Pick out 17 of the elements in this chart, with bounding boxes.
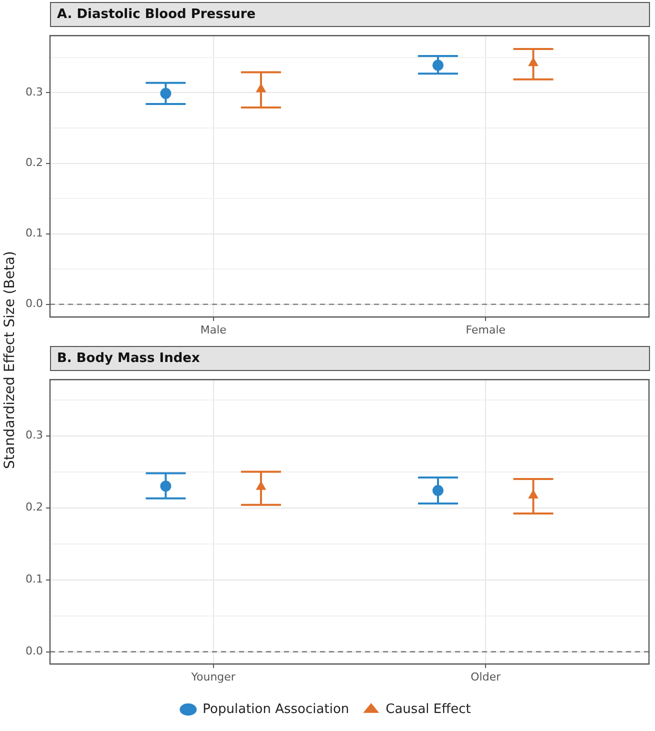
legend-label: Population Association xyxy=(202,702,350,717)
y-tick-label: 0.0 xyxy=(26,644,43,658)
chart-title: B. Body Mass Index xyxy=(50,346,650,371)
x-tick-label: Younger xyxy=(190,670,236,684)
y-tick-label: 0.0 xyxy=(26,297,43,310)
x-tick-label: Female xyxy=(466,323,506,336)
y-tick-label: 0.1 xyxy=(26,226,43,240)
x-tick-label: Older xyxy=(470,670,502,684)
y-tick-label: 0.1 xyxy=(26,572,43,586)
x-tick-label: Male xyxy=(200,323,227,336)
y-tick-label: 0.3 xyxy=(26,86,43,99)
chart-title: A. Diastolic Blood Pressure xyxy=(50,2,650,27)
legend-label: Causal Effect xyxy=(386,702,471,717)
y-tick-label: 0.2 xyxy=(26,156,43,170)
y-axis-title: Standardized Effect Size (Beta) xyxy=(2,250,18,472)
y-tick-label: 0.2 xyxy=(26,500,43,514)
y-tick-label: 0.3 xyxy=(26,428,43,442)
